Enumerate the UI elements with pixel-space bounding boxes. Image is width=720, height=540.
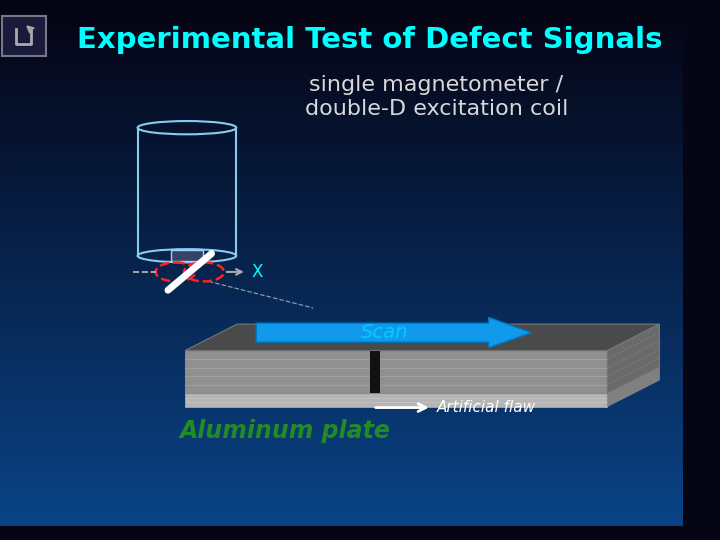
Bar (0, 334, 683, 341)
Bar (0, 52, 683, 59)
Bar (0, 289, 683, 296)
Bar (0, 373, 683, 380)
Bar (0, 507, 683, 514)
Bar (0, 385, 683, 393)
Bar (0, 136, 683, 143)
Polygon shape (185, 393, 607, 407)
Polygon shape (185, 324, 660, 350)
Bar (0, 232, 683, 239)
Bar (0, 187, 683, 194)
Bar (0, 302, 683, 309)
Bar (0, 84, 683, 92)
Bar (0, 417, 683, 424)
Bar (0, 257, 683, 265)
Text: Scan: Scan (361, 323, 408, 342)
Bar (0, 91, 683, 98)
FancyBboxPatch shape (2, 16, 45, 56)
Bar (0, 78, 683, 85)
Bar (0, 65, 683, 72)
Bar (0, 238, 683, 245)
Bar (0, 46, 683, 53)
Bar (0, 110, 683, 117)
Bar (0, 245, 683, 252)
Bar (0, 295, 683, 303)
Bar (0, 276, 683, 284)
Text: Artificial flaw: Artificial flaw (436, 400, 536, 415)
Bar (0, 469, 683, 476)
Bar (0, 398, 683, 406)
Bar (0, 225, 683, 233)
Bar (0, 219, 683, 226)
Bar (0, 475, 683, 482)
Bar (0, 456, 683, 463)
Polygon shape (370, 350, 379, 393)
Bar (0, 283, 683, 290)
FancyBboxPatch shape (171, 250, 203, 261)
Bar (0, 501, 683, 508)
Bar (0, 148, 683, 156)
Bar (0, 430, 683, 437)
Bar (0, 360, 683, 367)
Text: double-D excitation coil: double-D excitation coil (305, 99, 568, 119)
Bar (0, 104, 683, 111)
Bar (0, 167, 683, 175)
Bar (0, 366, 683, 374)
Bar (0, 264, 683, 271)
FancyArrow shape (256, 318, 531, 348)
Bar (0, 520, 683, 527)
Bar (0, 39, 683, 47)
Bar (0, 200, 683, 207)
Bar (0, 129, 683, 137)
Bar (0, 443, 683, 450)
Text: X: X (251, 263, 263, 281)
Bar (0, 193, 683, 200)
Bar (0, 123, 683, 130)
Bar (0, 462, 683, 469)
Polygon shape (185, 350, 607, 393)
Bar (0, 436, 683, 444)
Bar (0, 404, 683, 412)
Bar (0, 321, 683, 328)
Bar (0, 347, 683, 354)
Bar (0, 20, 683, 28)
Bar (0, 174, 683, 181)
Polygon shape (185, 367, 660, 393)
Bar (0, 340, 683, 348)
Bar (0, 270, 683, 278)
Bar (0, 71, 683, 79)
Bar (0, 212, 683, 220)
Bar (0, 353, 683, 361)
Bar (0, 155, 683, 162)
Bar (0, 59, 683, 66)
Bar (0, 206, 683, 213)
Bar (0, 26, 683, 34)
Bar (0, 180, 683, 188)
Text: Aluminum plate: Aluminum plate (179, 419, 390, 443)
Bar (0, 481, 683, 489)
Bar (0, 449, 683, 457)
Bar (0, 97, 683, 104)
Bar (0, 494, 683, 502)
Bar (0, 251, 683, 258)
Bar (0, 315, 683, 322)
Text: Experimental Test of Defect Signals: Experimental Test of Defect Signals (77, 26, 663, 55)
Bar (0, 116, 683, 124)
Bar (0, 411, 683, 418)
Text: single magnetometer /: single magnetometer / (310, 75, 564, 95)
Bar (0, 161, 683, 168)
Polygon shape (607, 324, 660, 393)
Bar (0, 392, 683, 399)
Bar (0, 488, 683, 495)
Bar (0, 379, 683, 386)
Bar (0, 514, 683, 521)
Bar (0, 328, 683, 335)
Bar (0, 142, 683, 149)
Bar (0, 14, 683, 21)
Polygon shape (607, 367, 660, 407)
Bar (0, 424, 683, 431)
Bar (0, 33, 683, 40)
Bar (0, 308, 683, 316)
